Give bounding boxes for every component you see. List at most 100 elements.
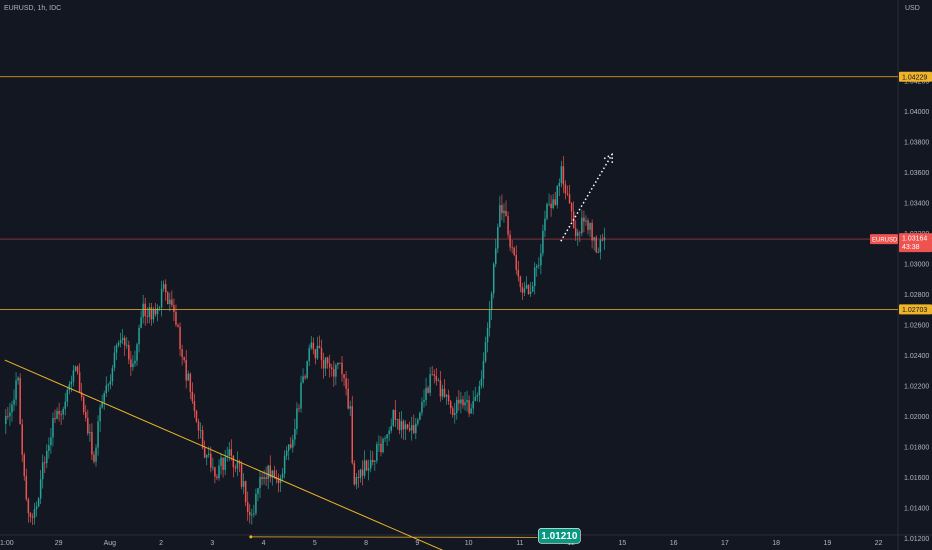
low-price-annotation-box: [538, 528, 581, 544]
candle: [78, 363, 81, 393]
candle-body: [355, 477, 358, 485]
candle-body: [72, 370, 75, 382]
candle: [386, 434, 388, 446]
candle-body: [220, 457, 222, 466]
candle: [601, 233, 604, 242]
candle-body: [333, 369, 335, 377]
candle-body: [238, 461, 241, 464]
candle: [87, 409, 89, 436]
candle-body: [302, 376, 304, 383]
candle-body: [160, 288, 163, 308]
candle-body: [242, 481, 245, 487]
candle: [574, 220, 577, 241]
candle-body: [33, 509, 36, 518]
candle-body: [328, 363, 331, 368]
candle-body: [587, 220, 589, 230]
level-price-tag: [899, 71, 932, 82]
candle-body: [152, 309, 155, 320]
candle: [357, 469, 360, 488]
candle-body: [80, 392, 83, 398]
candle-body: [312, 342, 315, 350]
candle: [220, 453, 222, 475]
candle: [150, 302, 153, 326]
candle-body: [353, 463, 356, 485]
candle: [579, 230, 581, 242]
candle: [216, 474, 218, 481]
candle: [326, 356, 329, 369]
candle-body: [185, 359, 187, 381]
price-tag-value: 1.03164: [902, 236, 927, 243]
price-tag-symbol-bg: [870, 234, 898, 245]
candle: [431, 366, 433, 376]
candle-body: [476, 395, 479, 397]
candle: [27, 497, 30, 523]
candle-body: [308, 348, 310, 362]
candle: [242, 473, 245, 495]
candle: [175, 304, 177, 327]
candle: [253, 504, 255, 518]
candle: [195, 409, 198, 423]
candle: [310, 335, 313, 350]
candle: [552, 194, 554, 210]
x-tick-label: 4: [262, 540, 266, 547]
candle: [507, 211, 509, 239]
candle-body: [191, 391, 194, 402]
candle: [21, 418, 23, 463]
candle-body: [415, 423, 417, 434]
candle: [376, 441, 378, 464]
candle-body: [222, 457, 224, 470]
symbol-label: EURUSD, 1h, IDC: [4, 5, 62, 12]
candle: [550, 195, 552, 217]
candle-body: [54, 418, 56, 420]
candle: [255, 488, 257, 516]
x-tick-label: 10: [465, 540, 473, 547]
candle-body: [130, 359, 132, 368]
candle-body: [39, 479, 42, 499]
candle-body: [523, 288, 526, 293]
candle-body: [480, 378, 483, 387]
candle-body: [298, 408, 300, 410]
candle-body: [234, 467, 237, 469]
candle-body: [70, 381, 73, 385]
candle-body: [21, 424, 23, 455]
candle: [164, 279, 167, 301]
candle-body: [419, 412, 421, 420]
candle: [300, 375, 302, 413]
candle: [556, 185, 559, 209]
candle-body: [435, 375, 438, 381]
candle-body: [156, 307, 159, 315]
candle-body: [490, 293, 493, 310]
candle: [337, 362, 339, 370]
candle-body: [111, 367, 114, 382]
candle-body: [115, 345, 118, 353]
candle-body: [5, 415, 7, 425]
candle-body: [468, 400, 470, 414]
candle-body: [183, 357, 185, 360]
candle: [11, 400, 13, 422]
candle-body: [472, 400, 474, 409]
candle-body: [320, 348, 323, 360]
candle: [378, 435, 380, 452]
candle-body: [361, 469, 364, 476]
candle: [46, 444, 48, 469]
candle-body: [148, 307, 151, 317]
candle-body: [93, 454, 95, 462]
candle: [162, 280, 165, 292]
candle: [398, 412, 401, 435]
candle: [134, 350, 136, 367]
candle-body: [7, 415, 9, 417]
candle-body: [261, 477, 263, 480]
candle: [306, 360, 308, 380]
candle-body: [15, 380, 17, 400]
candle: [583, 210, 585, 233]
candle-body: [230, 449, 233, 456]
candle-body: [257, 488, 259, 494]
candle: [64, 392, 67, 416]
candle: [445, 393, 448, 405]
candle-body: [562, 166, 565, 185]
candle-body: [408, 428, 411, 431]
candle: [462, 395, 464, 409]
candle-body: [542, 230, 544, 254]
